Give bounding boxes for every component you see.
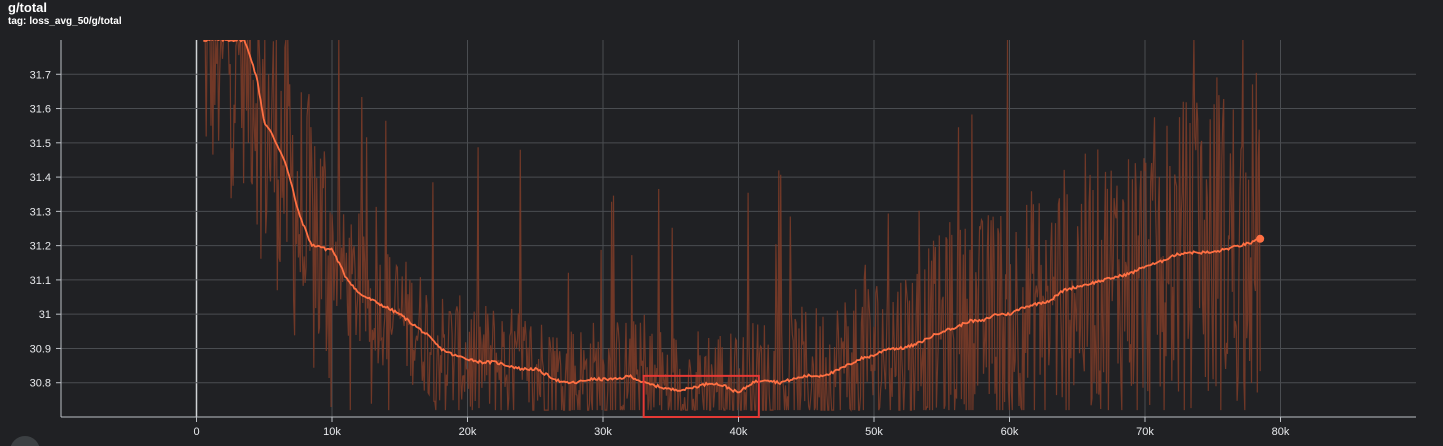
x-tick-label: 60k [1001, 426, 1019, 438]
x-axis-ticks: 0 10k 20k 30k 40k 50k 60k 70k 80k [193, 417, 1290, 438]
chart-title: g/total [8, 0, 47, 15]
x-tick-label: 20k [459, 426, 477, 438]
x-tick-label: 0 [193, 426, 199, 438]
smoothed-series [203, 40, 1265, 394]
y-tick-label: 31.5 [30, 138, 51, 150]
tag-value: loss_avg_50/g/total [29, 16, 122, 27]
x-tick-label: 80k [1272, 426, 1290, 438]
y-tick-label: 31.2 [30, 241, 51, 253]
x-tick-label: 10k [323, 426, 341, 438]
y-tick-label: 31.4 [30, 172, 51, 184]
x-tick-label: 70k [1136, 426, 1154, 438]
y-axis-ticks: 30.8 30.9 31 31.1 31.2 31.3 31.4 31.5 31.6 31.7 [30, 69, 61, 390]
annotations [642, 374, 760, 419]
y-tick-label: 31.3 [30, 206, 51, 218]
x-tick-label: 50k [865, 426, 883, 438]
y-tick-label: 31.1 [30, 275, 51, 287]
y-tick-label: 31 [39, 309, 51, 321]
tag-label: tag: [8, 16, 27, 27]
highlight-box [642, 374, 760, 419]
y-tick-label: 31.7 [30, 69, 51, 81]
chart-tag: tag: loss_avg_50/g/total [8, 16, 122, 28]
x-tick-label: 40k [730, 426, 748, 438]
corner-action-button[interactable] [10, 436, 40, 446]
x-tick-label: 30k [594, 426, 612, 438]
y-tick-label: 31.6 [30, 104, 51, 116]
y-tick-label: 30.8 [30, 378, 51, 390]
y-tick-label: 30.9 [30, 343, 51, 355]
raw-series [203, 40, 1261, 412]
smoothed-loss-line [203, 40, 1261, 394]
raw-loss-line [203, 40, 1261, 412]
last-point-marker [1256, 234, 1265, 243]
